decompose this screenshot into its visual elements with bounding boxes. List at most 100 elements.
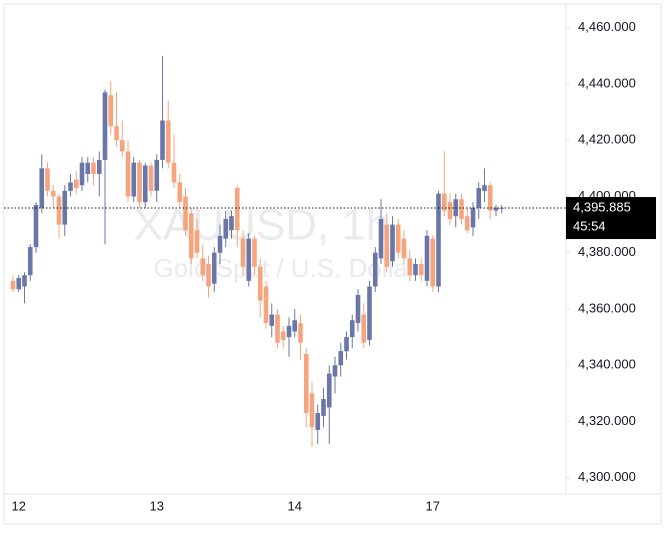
candle-body — [119, 140, 125, 152]
frame — [3, 3, 662, 525]
candle-body — [148, 165, 154, 191]
candle-body — [338, 351, 344, 366]
candle-body — [79, 162, 85, 186]
candle-body — [211, 252, 217, 284]
x-tick-label: 12 — [12, 498, 26, 513]
candle-body — [257, 266, 263, 301]
x-tick-label: 14 — [288, 498, 302, 513]
candle-body — [154, 159, 160, 191]
candle-body — [476, 188, 482, 208]
candle-body — [223, 218, 229, 239]
candle-body — [315, 413, 321, 430]
candle-body — [142, 165, 148, 203]
candle-body — [355, 294, 361, 324]
candle-body — [292, 320, 298, 332]
candle-body — [309, 393, 315, 428]
candle-body — [395, 224, 401, 253]
candle-body — [137, 162, 142, 203]
candle-body — [73, 179, 79, 189]
candle-body — [85, 162, 91, 174]
candle-body — [459, 199, 464, 219]
candle-body — [372, 252, 378, 287]
y-tick-label: 4,300.000 — [578, 469, 636, 484]
candle-body — [240, 238, 246, 267]
candle-body — [50, 190, 56, 197]
candle-body — [188, 213, 194, 259]
y-tick-label: 4,440.000 — [578, 75, 636, 90]
candle-body — [206, 263, 211, 287]
candle-body — [263, 286, 269, 324]
y-tick-label: 4,420.000 — [578, 132, 636, 147]
candle-body — [464, 216, 470, 231]
candle-body — [45, 168, 50, 191]
candle-body — [407, 258, 413, 276]
candle-body — [96, 159, 102, 174]
candle-body — [108, 95, 114, 127]
candle-body — [378, 218, 384, 259]
candle-body — [33, 204, 39, 248]
candle-body — [114, 126, 119, 141]
last-price-label: 4,395.885 — [573, 199, 631, 214]
candle-body — [68, 182, 73, 191]
y-tick-label: 4,340.000 — [578, 357, 636, 372]
candle-body — [436, 193, 441, 287]
candle-body — [361, 314, 367, 343]
candle-body — [447, 202, 453, 219]
candle-body — [27, 247, 33, 276]
candle-body — [125, 151, 131, 197]
candle-body — [424, 235, 430, 281]
candle-body — [177, 182, 183, 203]
candle-body — [56, 196, 62, 225]
candle-body — [234, 188, 240, 231]
countdown: 45:54 — [573, 218, 606, 233]
candle-body — [91, 162, 96, 174]
y-tick-label: 4,360.000 — [578, 300, 636, 315]
candle-body — [487, 185, 493, 211]
candle-body — [194, 230, 200, 253]
candle-body — [326, 373, 332, 408]
y-tick-label: 4,320.000 — [578, 413, 636, 428]
candle-body — [252, 238, 257, 267]
candle-body — [430, 238, 436, 287]
y-tick-label: 4,380.000 — [578, 244, 636, 259]
candle-body — [183, 196, 188, 231]
watermark-title: XAUUSD, 1h — [134, 201, 391, 250]
last-price-box — [566, 197, 656, 240]
candle-body — [303, 353, 309, 414]
candle-body — [470, 207, 476, 228]
candle-body — [344, 337, 349, 352]
candle-body — [401, 238, 407, 259]
candle-body — [441, 193, 447, 211]
candle-body — [165, 120, 171, 163]
candle-body — [349, 320, 355, 338]
candle-body — [269, 314, 275, 326]
candle-body — [160, 120, 165, 160]
candle-body — [298, 323, 303, 343]
x-tick-label: 17 — [426, 498, 440, 513]
candle-body — [246, 238, 252, 281]
candle-body — [321, 398, 326, 416]
candle-body — [482, 185, 487, 191]
candle-body — [493, 207, 499, 211]
candle-body — [102, 92, 108, 160]
candle-body — [332, 365, 338, 377]
candle-body — [413, 263, 418, 276]
candle-body — [418, 263, 424, 276]
candle-body — [280, 331, 286, 340]
candle-body — [229, 216, 234, 231]
x-tick-label: 13 — [150, 498, 164, 513]
candle-body — [384, 224, 390, 267]
candle-body — [200, 258, 206, 276]
candle-body — [10, 280, 16, 290]
candle-body — [217, 235, 223, 253]
candle-body — [16, 278, 22, 290]
candle-body — [390, 224, 395, 262]
candle-body — [286, 325, 292, 338]
y-tick-label: 4,460.000 — [578, 19, 636, 34]
candle-body — [171, 162, 177, 183]
candle-body — [39, 168, 45, 208]
candle-body — [22, 275, 27, 287]
candle-body — [367, 286, 372, 340]
candle-body — [275, 314, 280, 343]
